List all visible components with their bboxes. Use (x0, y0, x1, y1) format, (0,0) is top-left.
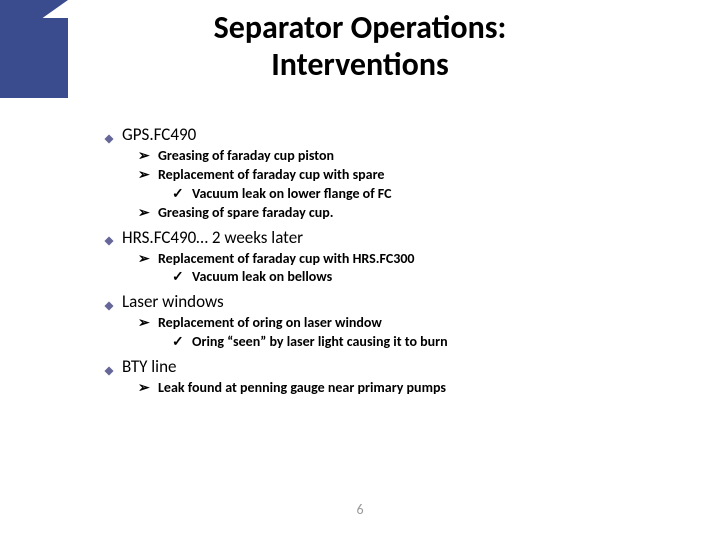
section-label: Laser windows (122, 291, 224, 312)
list-item-text: Replacement of faraday cup with HRS.FC30… (158, 250, 415, 269)
section-header: BTY line (104, 356, 664, 377)
check-icon: ✓ (172, 268, 186, 287)
page-number: 6 (0, 501, 720, 518)
sub-item-text: Oring “seen” by laser light causing it t… (192, 333, 448, 352)
list-item: ➢ Replacement of faraday cup with spare (138, 166, 664, 185)
diamond-icon (104, 362, 114, 372)
section: HRS.FC490… 2 weeks later ➢ Replacement of … (104, 227, 664, 288)
content-area: GPS.FC490 ➢ Greasing of faraday cup piston… (104, 124, 664, 402)
diamond-icon (104, 297, 114, 307)
list-item: ➢ Greasing of spare faraday cup. (138, 204, 664, 223)
arrow-icon: ➢ (138, 314, 152, 333)
list-item-text: Replacement of oring on laser window (158, 314, 382, 333)
title-line-1: Separator Operations: (0, 10, 720, 47)
section: BTY line ➢ Leak found at penning gauge nea… (104, 356, 664, 398)
arrow-icon: ➢ (138, 166, 152, 185)
sub-item: ✓ Vacuum leak on lower flange of FC (172, 185, 664, 204)
diamond-icon (104, 130, 114, 140)
list-item: ➢ Greasing of faraday cup piston (138, 147, 664, 166)
list-item-text: Replacement of faraday cup with spare (158, 166, 384, 185)
sub-item: ✓ Oring “seen” by laser light causing it … (172, 333, 664, 352)
diamond-icon (104, 232, 114, 242)
section-header: HRS.FC490… 2 weeks later (104, 227, 664, 248)
sub-item-text: Vacuum leak on bellows (192, 268, 332, 287)
list-item: ➢ Replacement of faraday cup with HRS.FC3… (138, 250, 664, 269)
arrow-icon: ➢ (138, 147, 152, 166)
check-icon: ✓ (172, 333, 186, 352)
title-line-2: Interventions (0, 47, 720, 84)
section-label: HRS.FC490… 2 weeks later (122, 227, 303, 248)
list-item: ➢ Replacement of oring on laser window (138, 314, 664, 333)
section-label: BTY line (122, 356, 176, 377)
slide-title: Separator Operations: Interventions (0, 10, 720, 84)
arrow-icon: ➢ (138, 379, 152, 398)
section: Laser windows ➢ Replacement of oring on la… (104, 291, 664, 352)
slide: Separator Operations: Interventions GPS.… (0, 0, 720, 540)
list-item-text: Leak found at penning gauge near primary… (158, 379, 446, 398)
section-header: Laser windows (104, 291, 664, 312)
section-header: GPS.FC490 (104, 124, 664, 145)
section-label: GPS.FC490 (122, 124, 196, 145)
sub-item-text: Vacuum leak on lower flange of FC (192, 185, 392, 204)
list-item-text: Greasing of spare faraday cup. (158, 204, 334, 223)
list-item: ➢ Leak found at penning gauge near primar… (138, 379, 664, 398)
section: GPS.FC490 ➢ Greasing of faraday cup piston… (104, 124, 664, 223)
list-item-text: Greasing of faraday cup piston (158, 147, 334, 166)
arrow-icon: ➢ (138, 204, 152, 223)
arrow-icon: ➢ (138, 250, 152, 269)
check-icon: ✓ (172, 185, 186, 204)
sub-item: ✓ Vacuum leak on bellows (172, 268, 664, 287)
